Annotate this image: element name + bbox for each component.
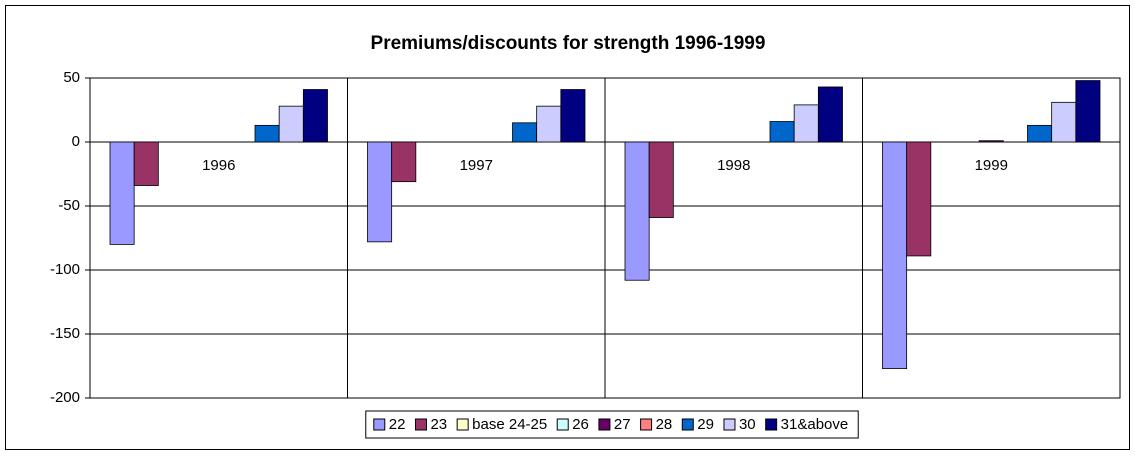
x-tick-label: 1996 (202, 157, 235, 174)
bar (624, 141, 650, 281)
legend-label: 26 (572, 416, 589, 433)
legend-label: 30 (739, 416, 756, 433)
bar (536, 105, 562, 143)
legend-swatch (681, 418, 694, 431)
bar (302, 89, 328, 143)
bar (109, 141, 135, 245)
bar (1027, 124, 1053, 143)
legend-label: 27 (614, 416, 631, 433)
legend-label: base 24-25 (472, 416, 547, 433)
bar (882, 141, 908, 369)
legend-swatch (640, 418, 653, 431)
legend-swatch (373, 418, 386, 431)
legend-swatch (456, 418, 469, 431)
bar (512, 122, 538, 143)
y-tick-label: -50 (58, 197, 80, 214)
bar (817, 86, 843, 143)
bar (648, 141, 674, 218)
y-tick-label: -150 (50, 325, 80, 342)
bar (278, 105, 304, 143)
bar (769, 121, 795, 143)
legend-swatch (723, 418, 736, 431)
legend-swatch (765, 418, 778, 431)
legend-label: 29 (697, 416, 714, 433)
legend-swatch (556, 418, 569, 431)
bar (367, 141, 393, 243)
legend: 22 23 base 24-25 26 27 28 29 30 31&above (365, 410, 859, 439)
bar (1075, 80, 1101, 143)
chart-title: Premiums/discounts for strength 1996-199… (371, 33, 766, 54)
bar (560, 89, 586, 143)
y-tick-label: -200 (50, 389, 80, 406)
x-tick-label: 1999 (975, 157, 1008, 174)
bar (978, 140, 1004, 143)
x-tick-label: 1997 (460, 157, 493, 174)
bar (391, 141, 417, 183)
bar (1051, 101, 1077, 143)
bar (906, 141, 932, 257)
x-tick-label: 1998 (717, 157, 750, 174)
bar (254, 124, 280, 143)
y-tick-label: 50 (63, 69, 80, 86)
legend-label: 23 (430, 416, 447, 433)
y-tick-label: 0 (72, 133, 80, 150)
bar (793, 104, 819, 143)
bar (133, 141, 159, 186)
legend-label: 22 (389, 416, 406, 433)
plot-border (89, 77, 1121, 399)
legend-swatch (598, 418, 611, 431)
y-tick-label: -100 (50, 261, 80, 278)
legend-swatch (414, 418, 427, 431)
legend-label: 31&above (781, 416, 849, 433)
legend-label: 28 (656, 416, 673, 433)
